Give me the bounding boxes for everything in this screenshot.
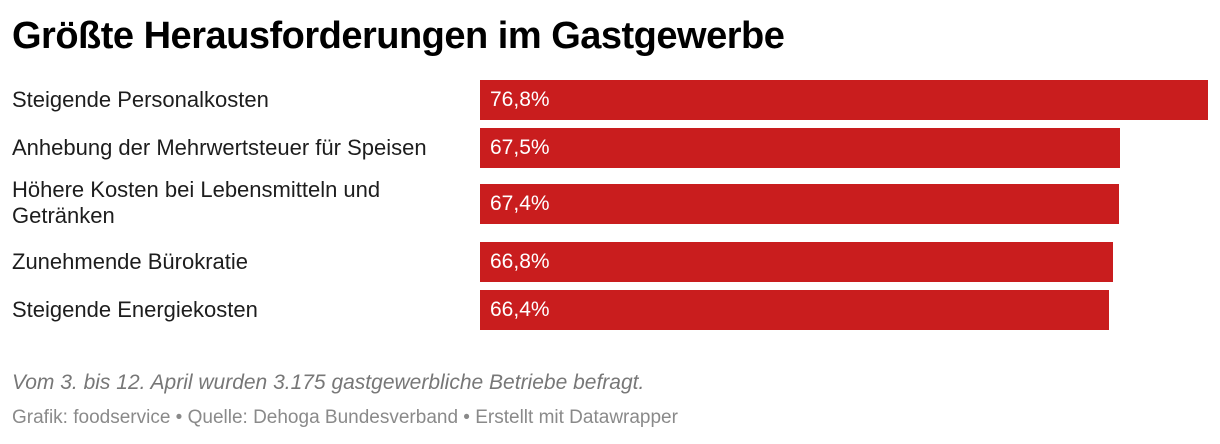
bar: 67,5% (480, 128, 1120, 168)
category-label: Zunehmende Bürokratie (12, 249, 249, 274)
bar-value-label: 67,4% (490, 192, 550, 215)
category-label: Anhebung der Mehrwertsteuer für Speisen (12, 135, 427, 160)
category-label: Höhere Kosten bei Lebensmitteln und Getr… (12, 177, 381, 228)
chart-notes: Vom 3. bis 12. April wurden 3.175 gastge… (12, 371, 645, 394)
bar: 76,8% (480, 80, 1208, 120)
chart-footer: Grafik: foodservice • Quelle: Dehoga Bun… (12, 407, 678, 428)
bar-value-label: 67,5% (490, 136, 550, 159)
bar: 66,4% (480, 290, 1109, 330)
chart-title: Größte Herausforderungen im Gastgewerbe (12, 15, 785, 57)
bar-value-label: 76,8% (490, 88, 550, 111)
bar: 66,8% (480, 242, 1113, 282)
bar-value-label: 66,4% (490, 298, 550, 321)
category-label: Steigende Energiekosten (12, 297, 258, 322)
bar: 67,4% (480, 184, 1119, 224)
category-label: Steigende Personalkosten (12, 87, 269, 112)
bar-value-label: 66,8% (490, 250, 550, 273)
